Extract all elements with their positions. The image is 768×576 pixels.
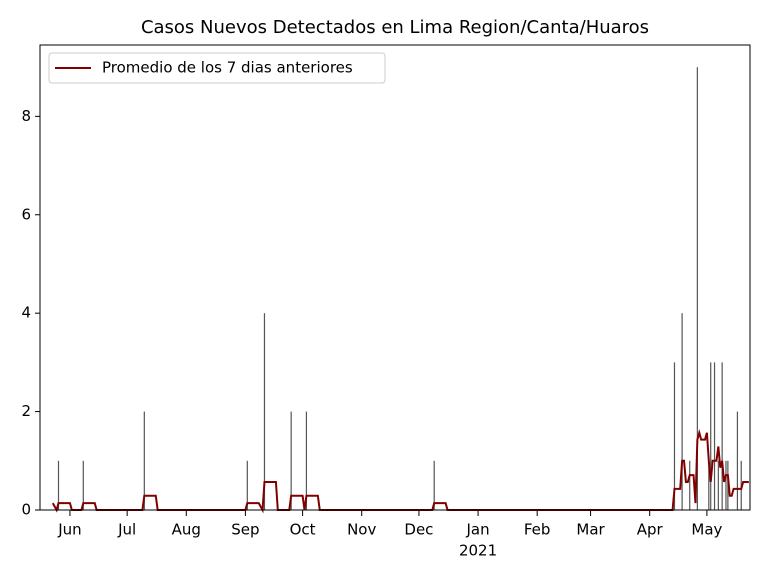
x-tick-label: Aug [172, 521, 201, 539]
bar [681, 313, 683, 510]
y-tick-label: 8 [21, 107, 31, 125]
y-tick-label: 0 [21, 501, 31, 519]
legend-box [48, 52, 386, 84]
x-tick-label: May [691, 521, 722, 539]
bar [82, 460, 84, 510]
bar [143, 411, 145, 510]
bar [433, 460, 435, 510]
x-tick-label: Feb [524, 521, 551, 539]
x-tick-label: Oct [290, 521, 316, 539]
bar [721, 362, 723, 510]
bar [57, 460, 60, 510]
bar [713, 362, 716, 510]
year-label: 2021 [459, 542, 497, 560]
bar [689, 460, 691, 510]
bar [290, 411, 292, 510]
bar [263, 313, 266, 510]
bar [736, 411, 739, 510]
bar [717, 460, 719, 510]
bar [696, 67, 698, 511]
bar [246, 460, 248, 510]
x-tick-label: Nov [347, 521, 376, 539]
y-tick-label: 6 [21, 205, 31, 223]
bar [710, 362, 712, 510]
bar [725, 460, 727, 510]
x-tick-label: Jan [465, 521, 489, 539]
plot-frame [39, 44, 751, 511]
x-tick-label: Apr [637, 521, 664, 539]
bar [708, 460, 710, 510]
y-tick-label: 2 [21, 402, 31, 420]
x-tick-label: Sep [231, 521, 259, 539]
x-tick-label: Mar [576, 521, 605, 539]
x-tick-label: Jun [57, 521, 81, 539]
x-tick-label: Jul [117, 521, 136, 539]
bar [305, 411, 308, 510]
bar [673, 362, 676, 510]
y-tick-label: 4 [21, 304, 31, 322]
legend-label: Promedio de los 7 dias anteriores [102, 59, 353, 77]
avg-line [51, 428, 749, 514]
x-tick-label: Dec [404, 521, 433, 539]
chart-title: Casos Nuevos Detectados en Lima Region/C… [141, 17, 649, 38]
